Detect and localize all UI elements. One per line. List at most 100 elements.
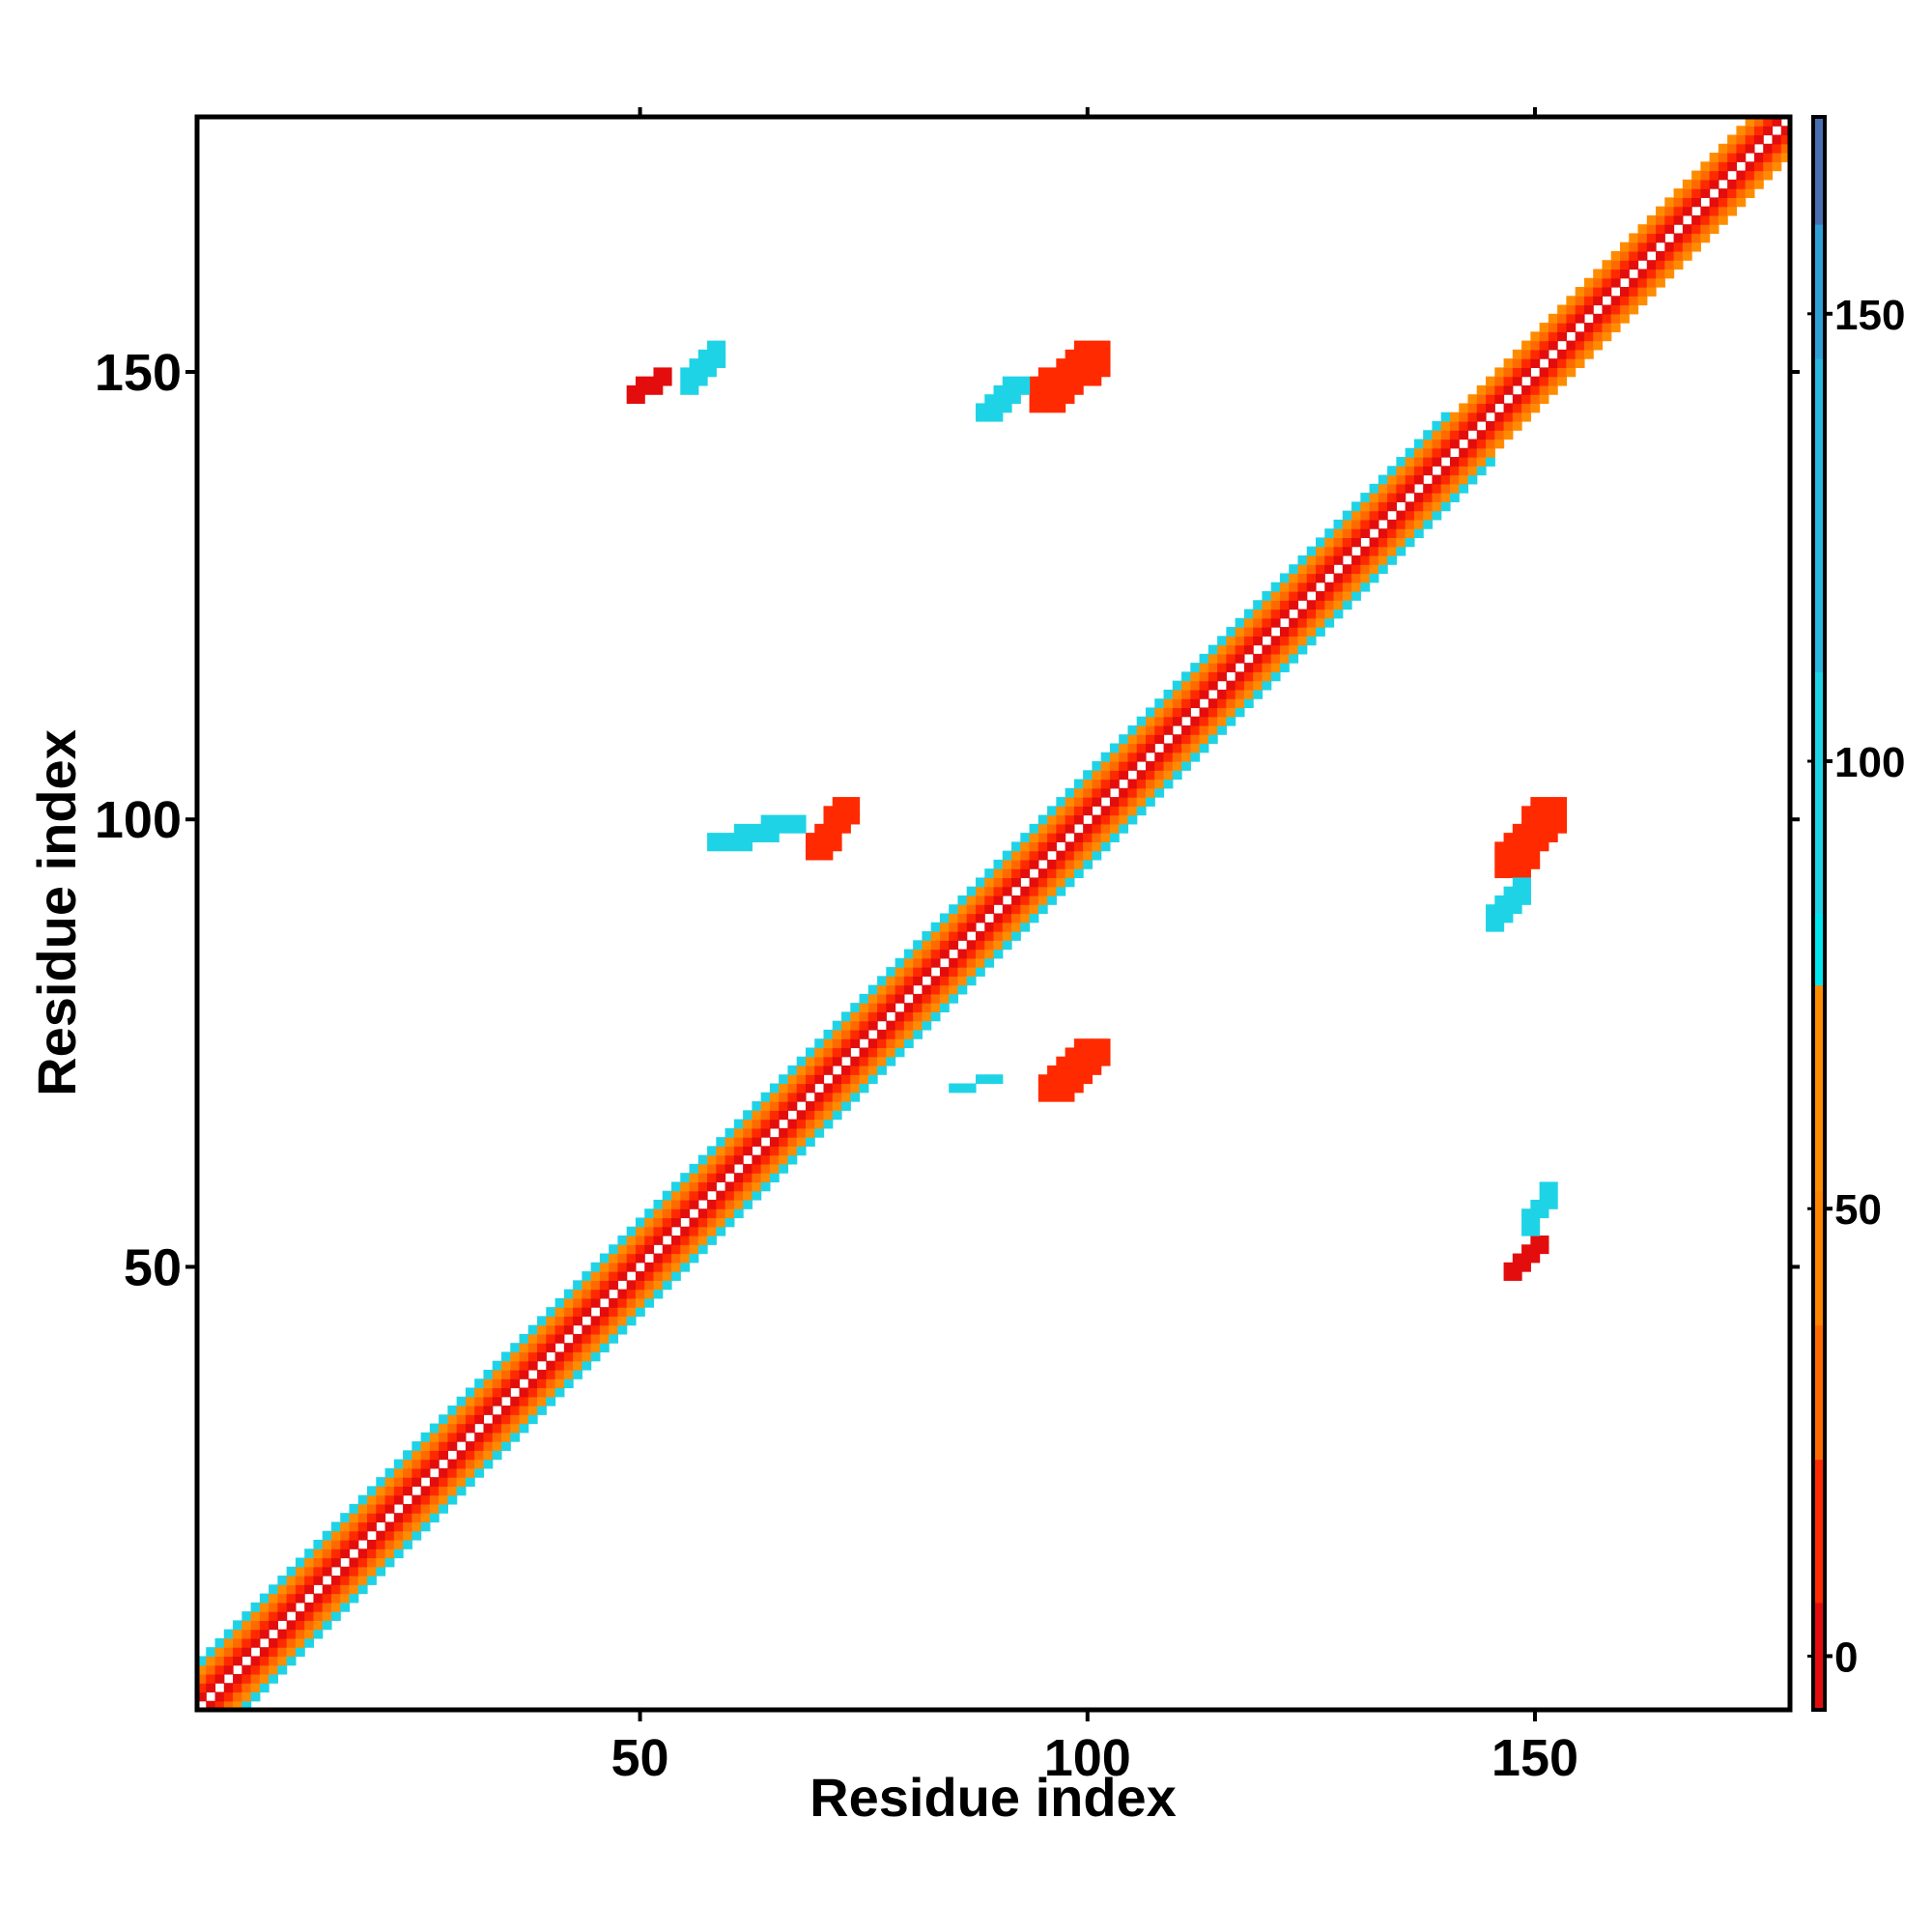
heatmap-cell	[670, 1190, 681, 1201]
heatmap-cell	[1235, 698, 1245, 709]
heatmap-cell	[1691, 197, 1701, 208]
heatmap-cell	[1083, 841, 1094, 852]
heatmap-cell	[1056, 1092, 1066, 1102]
heatmap-cell	[1378, 564, 1388, 575]
heatmap-cell	[787, 823, 798, 834]
heatmap-cell	[1262, 617, 1272, 628]
heatmap-cell	[697, 1181, 708, 1192]
heatmap-cell	[420, 1503, 431, 1514]
heatmap-cell	[832, 1092, 842, 1102]
heatmap-cell	[429, 1503, 440, 1514]
heatmap-cell	[626, 1280, 637, 1291]
heatmap-cell	[447, 1432, 458, 1442]
heatmap-cell	[886, 1056, 896, 1066]
heatmap-cell	[1387, 493, 1397, 502]
heatmap-cell	[859, 1011, 869, 1022]
heatmap-cell	[474, 1441, 485, 1451]
heatmap-cell	[787, 814, 798, 825]
heatmap-cell	[1047, 1092, 1057, 1102]
heatmap-cell	[716, 1190, 726, 1201]
heatmap-cell	[1243, 627, 1254, 637]
heatmap-cell	[1092, 1047, 1102, 1058]
heatmap-cell	[779, 1137, 789, 1147]
heatmap-cell	[850, 814, 861, 825]
heatmap-cell	[966, 895, 977, 905]
heatmap-cell	[1512, 859, 1522, 869]
heatmap-cell	[823, 1110, 834, 1121]
heatmap-cell	[1763, 143, 1774, 154]
heatmap-cell	[733, 823, 744, 834]
heatmap-cell	[439, 1503, 448, 1514]
heatmap-cell	[1387, 501, 1397, 512]
heatmap-cell	[805, 1047, 815, 1058]
heatmap-cell	[733, 1208, 744, 1219]
heatmap-cell	[617, 1262, 628, 1272]
heatmap-cell	[330, 1539, 341, 1549]
heatmap-cell	[1494, 904, 1505, 915]
heatmap-cell	[689, 384, 699, 395]
heatmap-cell	[796, 1110, 807, 1121]
heatmap-cell	[662, 1190, 672, 1201]
heatmap-cell	[1029, 384, 1039, 395]
heatmap-cell	[1763, 161, 1774, 172]
heatmap-cell	[841, 1065, 851, 1075]
heatmap-cell	[322, 1530, 332, 1541]
heatmap-cell	[939, 922, 950, 932]
heatmap-cell	[1673, 214, 1684, 225]
heatmap-cell	[1119, 806, 1129, 816]
heatmap-cell	[859, 993, 869, 1004]
heatmap-cell	[1109, 779, 1120, 789]
heatmap-cell	[1413, 528, 1424, 539]
heatmap-cell	[1459, 457, 1469, 467]
heatmap-cell	[850, 797, 861, 807]
heatmap-cell	[922, 1020, 932, 1031]
heatmap-cell	[242, 1637, 252, 1648]
heatmap-cell	[1664, 242, 1675, 252]
heatmap-cell	[993, 859, 1004, 869]
heatmap-cell	[1440, 412, 1451, 422]
heatmap-cell	[1262, 600, 1272, 611]
heatmap-cell	[1253, 609, 1264, 619]
heatmap-cell	[670, 1271, 681, 1281]
heatmap-cell	[1423, 457, 1434, 467]
heatmap-cell	[456, 1477, 467, 1487]
heatmap-cell	[322, 1557, 332, 1568]
heatmap-cell	[1575, 358, 1585, 368]
heatmap-cell	[984, 1074, 995, 1085]
heatmap-cell	[1136, 734, 1147, 745]
heatmap-cell	[903, 1020, 914, 1031]
heatmap-cell	[269, 1647, 278, 1658]
heatmap-cell	[626, 394, 637, 405]
heatmap-cell	[1486, 447, 1495, 458]
heatmap-cell	[1494, 841, 1505, 852]
heatmap-cell	[546, 1316, 556, 1326]
heatmap-cell	[1360, 546, 1371, 556]
heatmap-cell	[617, 1324, 628, 1335]
heatmap-cell	[1637, 296, 1648, 306]
heatmap-cell	[903, 976, 914, 986]
heatmap-cell	[1629, 287, 1639, 297]
heatmap-cell	[859, 1020, 869, 1031]
heatmap-cell	[250, 1691, 261, 1702]
heatmap-cell	[1413, 519, 1424, 529]
heatmap-cell	[1306, 627, 1317, 637]
heatmap-cell	[635, 1289, 645, 1299]
heatmap-cell	[1440, 447, 1451, 458]
heatmap-cell	[1512, 394, 1522, 405]
heatmap-cell	[1002, 913, 1012, 923]
heatmap-cell	[1413, 457, 1424, 467]
heatmap-cell	[277, 1629, 288, 1639]
heatmap-cell	[367, 1521, 377, 1532]
heatmap-cell	[1083, 823, 1094, 834]
heatmap-cell	[1602, 331, 1612, 342]
heatmap-cell	[465, 1414, 475, 1425]
heatmap-cell	[1772, 143, 1782, 154]
heatmap-cell	[680, 1236, 691, 1245]
heatmap-cell	[1065, 358, 1075, 368]
heatmap-cell	[1011, 913, 1021, 923]
heatmap-cell	[1709, 161, 1719, 172]
heatmap-cell	[1736, 197, 1747, 208]
heatmap-cell	[680, 384, 691, 395]
heatmap-cell	[1440, 501, 1451, 512]
heatmap-cell	[724, 841, 735, 852]
